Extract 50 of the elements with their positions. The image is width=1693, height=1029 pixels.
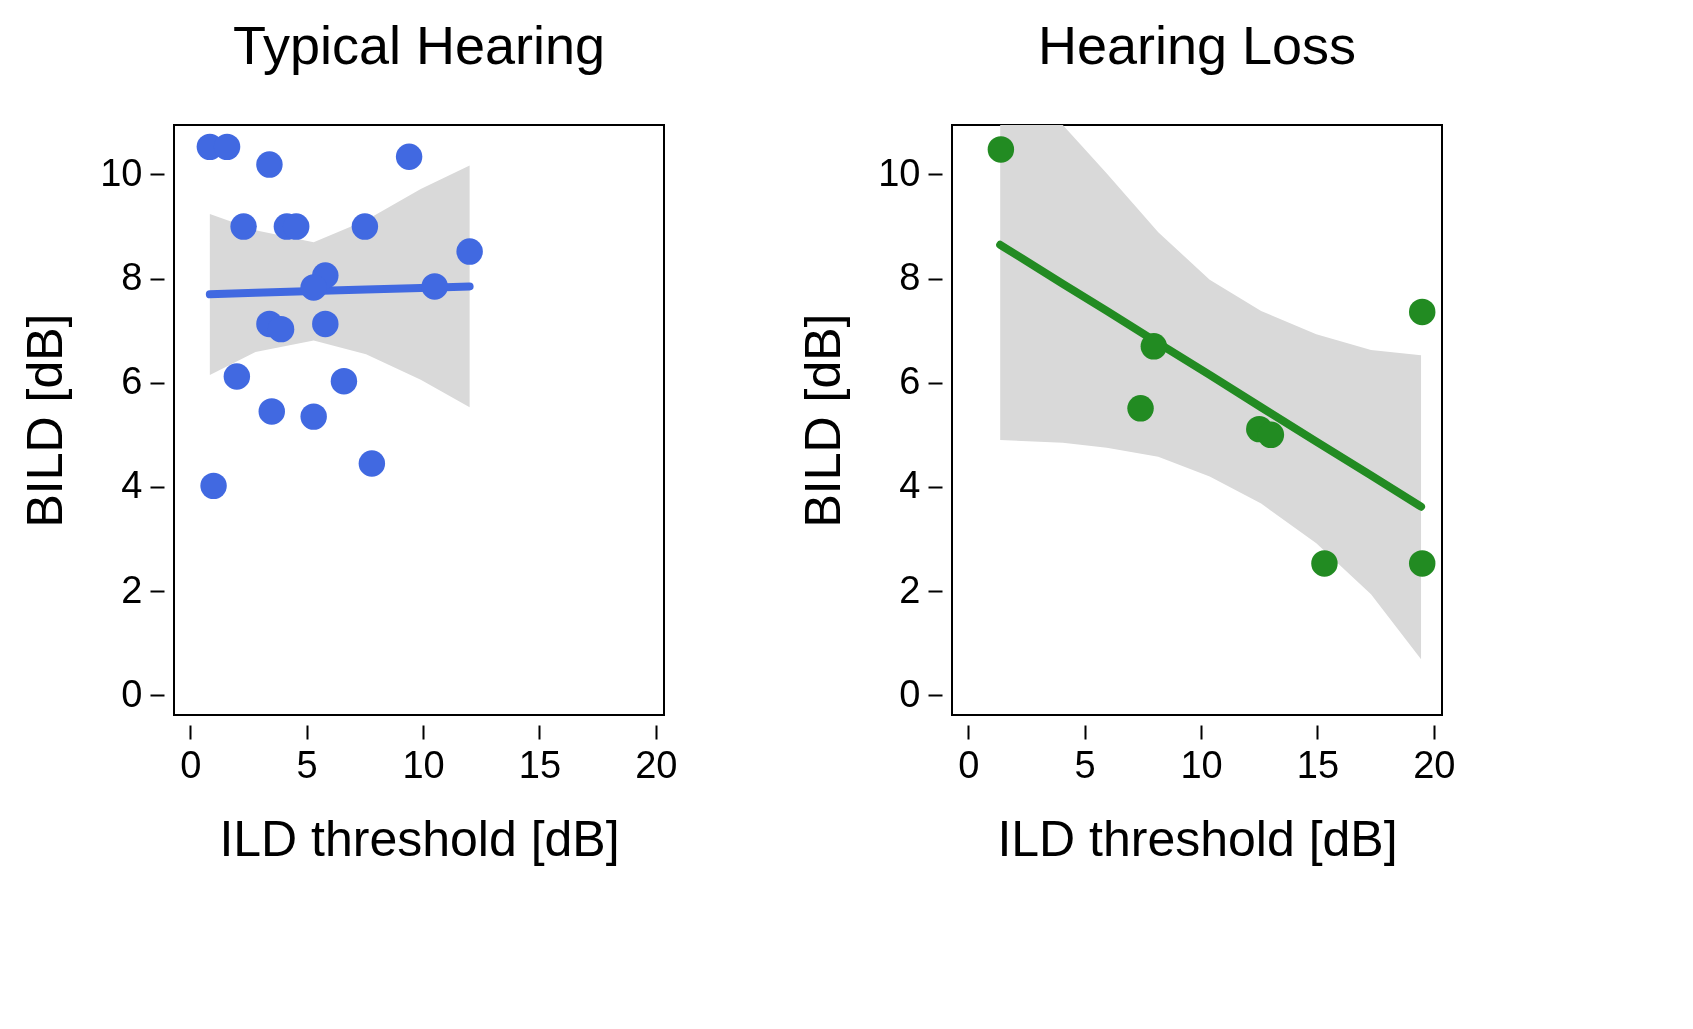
point <box>230 213 257 240</box>
point <box>223 363 251 390</box>
x-tick-label: 15 <box>518 743 562 786</box>
y-tick-label: 2 <box>121 568 143 611</box>
point <box>358 450 386 477</box>
point <box>258 398 285 425</box>
point <box>351 213 379 240</box>
point <box>987 136 1015 163</box>
point <box>456 238 483 265</box>
point <box>300 403 327 430</box>
y-tick-label: 4 <box>121 464 143 507</box>
y-tick-label: 10 <box>878 151 921 194</box>
x-tick-label: 15 <box>1296 743 1340 786</box>
y-tick-label: 6 <box>899 360 921 403</box>
x-tick-label: 10 <box>1180 743 1223 786</box>
point <box>1257 421 1285 449</box>
point <box>1408 298 1436 326</box>
y-tick-label: 8 <box>899 256 921 299</box>
x-tick-label: 5 <box>1074 743 1096 786</box>
point <box>312 310 339 338</box>
x-tick-label: 5 <box>296 743 318 786</box>
y-tick-label: 0 <box>121 672 143 715</box>
x-tick-label: 0 <box>958 743 980 786</box>
point <box>421 273 448 300</box>
x-axis-title: ILD threshold [dB] <box>997 810 1398 867</box>
point <box>200 472 227 500</box>
chart-title: Typical Hearing <box>232 15 606 75</box>
x-tick-label: 10 <box>402 743 445 786</box>
point <box>1311 550 1338 577</box>
chart-title: Hearing Loss <box>1037 15 1357 75</box>
x-axis-title: ILD threshold [dB] <box>219 810 620 867</box>
y-tick-label: 0 <box>899 672 921 715</box>
point <box>300 274 327 301</box>
y-tick-label: 4 <box>899 464 921 507</box>
point <box>267 315 295 343</box>
y-tick-label: 6 <box>121 360 143 403</box>
y-axis-title: BILD [dB] <box>795 313 852 528</box>
point <box>395 143 423 170</box>
x-tick-label: 20 <box>1413 743 1456 786</box>
x-tick-label: 0 <box>180 743 202 786</box>
point <box>256 151 283 178</box>
y-tick-label: 2 <box>899 568 921 611</box>
x-tick-label: 20 <box>635 743 678 786</box>
y-axis-title: BILD [dB] <box>17 313 74 528</box>
point <box>1408 550 1436 577</box>
point <box>330 368 358 395</box>
y-tick-label: 10 <box>100 151 143 194</box>
y-tick-label: 8 <box>121 256 143 299</box>
point <box>1127 395 1154 422</box>
point <box>1140 333 1168 360</box>
